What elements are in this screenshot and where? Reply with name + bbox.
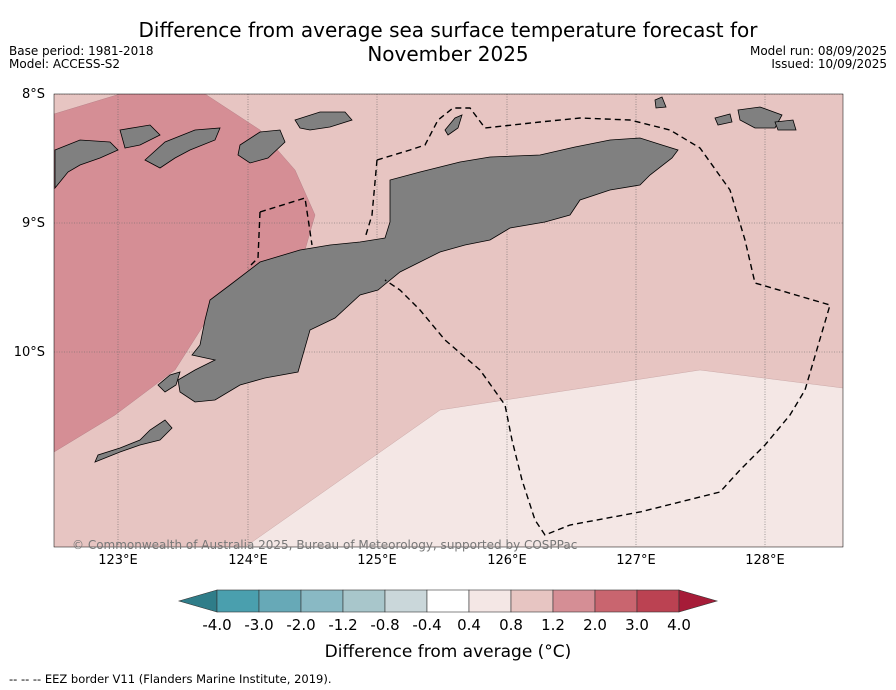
copyright-notice: © Commonwealth of Australia 2025, Bureau… bbox=[72, 538, 578, 552]
anomaly-band-0.4-0.8 bbox=[244, 369, 843, 547]
colorbar-tick-label: 3.0 bbox=[625, 616, 649, 634]
pantar-island bbox=[119, 124, 161, 149]
model-name: Model: ACCESS-S2 bbox=[9, 57, 121, 71]
alor-island bbox=[54, 139, 119, 190]
kisar-island bbox=[444, 114, 463, 136]
lon-label-124e: 124°E bbox=[228, 553, 268, 568]
colorbar-segment bbox=[510, 589, 554, 613]
colorbar-tick-label: 4.0 bbox=[667, 616, 691, 634]
anomaly-field bbox=[54, 94, 843, 547]
map-frame bbox=[53, 93, 844, 548]
colorbar-tick-label: 1.2 bbox=[541, 616, 565, 634]
base-period: Base period: 1981-2018 bbox=[9, 44, 154, 58]
lat-label-10s: 10°S bbox=[13, 345, 45, 360]
colorbar-tick-label: -0.8 bbox=[370, 616, 400, 634]
atauro-island bbox=[237, 129, 286, 164]
leti-island bbox=[654, 96, 667, 109]
lat-label-9s: 9°S bbox=[21, 216, 45, 231]
colorbar-segment bbox=[258, 589, 302, 613]
small-island-north bbox=[714, 113, 733, 126]
colorbar-label: Difference from average (°C) bbox=[324, 642, 572, 662]
model-run: Model run: 08/09/2025 bbox=[749, 44, 887, 58]
eez-border bbox=[247, 107, 831, 536]
sawu-island bbox=[94, 419, 173, 463]
colorbar-tick-label: -3.0 bbox=[244, 616, 274, 634]
colorbar-extend-low bbox=[177, 589, 218, 613]
colorbar-tick-label: 2.0 bbox=[583, 616, 607, 634]
colorbar-segment bbox=[342, 589, 386, 613]
colorbar-segment bbox=[384, 589, 428, 613]
colorbar-segment bbox=[300, 589, 344, 613]
lon-label-126e: 126°E bbox=[487, 553, 527, 568]
colorbar bbox=[177, 589, 719, 613]
issued-date: Issued: 10/09/2025 bbox=[771, 57, 887, 71]
colorbar-extend-high bbox=[678, 589, 719, 613]
colorbar-segment bbox=[552, 589, 596, 613]
title-line-1: Difference from average sea surface temp… bbox=[138, 18, 758, 42]
lon-label-123e: 123°E bbox=[98, 553, 138, 568]
colorbar-tick-label: -4.0 bbox=[202, 616, 232, 634]
meta-left: Base period: 1981-2018 Model: ACCESS-S2 bbox=[9, 45, 154, 71]
title-line-2: November 2025 bbox=[367, 42, 529, 66]
colorbar-segment bbox=[636, 589, 680, 613]
eez-legend-note: -- -- -- EEZ border V11 (Flanders Marine… bbox=[9, 672, 332, 686]
colorbar-tick-label: 0.4 bbox=[457, 616, 481, 634]
wetar-island bbox=[294, 111, 353, 131]
timor-island bbox=[177, 137, 679, 403]
colorbar-segment bbox=[468, 589, 512, 613]
colorbar-tick-label: -2.0 bbox=[286, 616, 316, 634]
lon-label-125e: 125°E bbox=[357, 553, 397, 568]
colorbar-segment bbox=[426, 589, 470, 613]
rote-island bbox=[157, 371, 181, 393]
small-island-east bbox=[774, 119, 797, 131]
colorbar-segment bbox=[216, 589, 260, 613]
colorbar-tick-label: -0.4 bbox=[412, 616, 442, 634]
lat-label-8s: 8°S bbox=[21, 87, 45, 102]
land-masses bbox=[54, 96, 797, 463]
lon-label-128e: 128°E bbox=[745, 553, 785, 568]
chart-title: Difference from average sea surface temp… bbox=[0, 18, 896, 66]
colorbar-tick-label: -1.2 bbox=[328, 616, 358, 634]
meta-right: Model run: 08/09/2025 Issued: 10/09/2025 bbox=[750, 45, 887, 71]
colorbar-tick-label: 0.8 bbox=[499, 616, 523, 634]
colorbar-segment bbox=[594, 589, 638, 613]
flores-east-island bbox=[144, 127, 221, 169]
babar-island bbox=[737, 106, 783, 129]
lon-label-127e: 127°E bbox=[616, 553, 656, 568]
